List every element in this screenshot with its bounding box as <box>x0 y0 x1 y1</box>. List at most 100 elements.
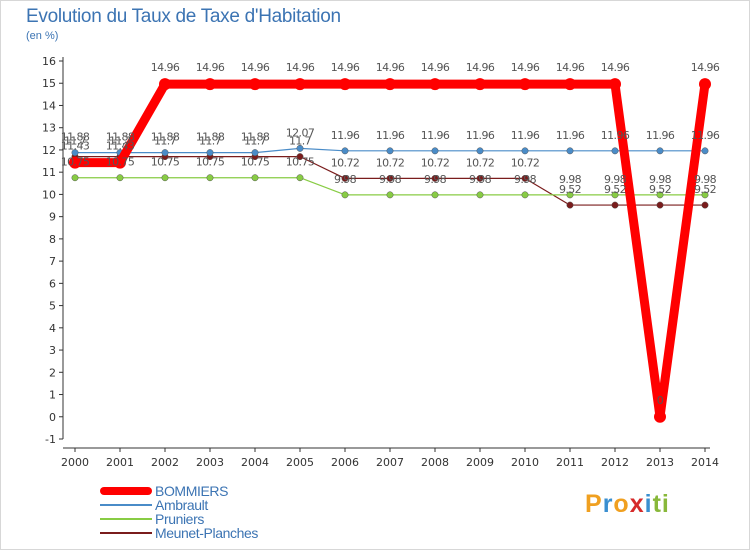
data-point-pruniers <box>296 174 304 182</box>
data-label-ambrault: 11.88 <box>151 131 180 144</box>
data-label-pruniers: 10.75 <box>106 156 135 169</box>
data-label-pruniers: 9.98 <box>694 173 717 186</box>
data-label-pruniers: 9.98 <box>514 173 537 186</box>
data-point-pruniers <box>521 191 529 199</box>
data-label-pruniers: 9.98 <box>649 173 672 186</box>
data-point-bommiers <box>429 78 441 91</box>
data-point-ambrault <box>386 147 394 155</box>
data-point-meunet-planches <box>341 174 349 182</box>
data-point-ambrault <box>341 147 349 155</box>
x-tick-label: 2011 <box>556 456 584 469</box>
x-tick-label: 2004 <box>241 456 269 469</box>
data-point-bommiers <box>699 78 711 91</box>
data-label-meunet-planches: 9.52 <box>559 183 581 196</box>
logo-letter: t <box>652 490 662 518</box>
data-label-bommiers: 14.96 <box>376 61 405 74</box>
legend-swatch-bommiers <box>100 487 152 495</box>
data-point-bommiers <box>384 78 396 91</box>
data-label-meunet-planches: 11.7 <box>244 135 267 148</box>
data-label-pruniers: 9.98 <box>424 173 447 186</box>
data-point-bommiers <box>114 156 126 169</box>
data-point-pruniers <box>386 191 394 199</box>
y-tick-label: 12 <box>42 144 56 157</box>
y-tick-label: 0 <box>49 411 56 424</box>
data-point-meunet-planches <box>566 201 574 209</box>
data-point-ambrault <box>656 147 664 155</box>
data-label-ambrault: 11.88 <box>241 131 270 144</box>
proxiti-logo: Proxiti <box>585 490 670 519</box>
data-point-ambrault <box>251 149 259 157</box>
data-point-ambrault <box>431 147 439 155</box>
x-tick-label: 2007 <box>376 456 404 469</box>
data-label-pruniers: 10.75 <box>151 156 180 169</box>
data-label-bommiers: 14.96 <box>286 61 315 74</box>
data-point-bommiers <box>654 410 666 423</box>
data-point-ambrault <box>611 147 619 155</box>
data-label-meunet-planches: 11.7 <box>199 135 222 148</box>
y-tick-label: 4 <box>49 322 56 335</box>
legend-label-bommiers: BOMMIERS <box>155 483 229 499</box>
data-label-bommiers: 14.96 <box>511 61 540 74</box>
x-tick-label: 2005 <box>286 456 314 469</box>
logo-letter: i <box>661 490 670 518</box>
data-label-ambrault: 11.88 <box>106 131 135 144</box>
data-label-meunet-planches: 10.72 <box>331 156 360 169</box>
data-point-meunet-planches <box>611 201 619 209</box>
y-tick-label: 16 <box>42 55 56 68</box>
legend-item-ambrault: Ambrault <box>100 497 258 513</box>
data-label-ambrault: 11.96 <box>646 129 675 142</box>
data-label-ambrault: 11.96 <box>421 129 450 142</box>
data-point-ambrault <box>71 149 79 157</box>
y-tick-label: 3 <box>49 344 56 357</box>
data-label-ambrault: 12.07 <box>286 126 315 139</box>
data-label-pruniers: 10.75 <box>61 156 90 169</box>
data-point-pruniers <box>476 191 484 199</box>
x-tick-label: 2012 <box>601 456 629 469</box>
legend-label-ambrault: Ambrault <box>155 497 208 513</box>
data-point-bommiers <box>159 78 171 91</box>
y-tick-label: 9 <box>49 211 56 224</box>
data-point-meunet-planches <box>386 174 394 182</box>
data-point-ambrault <box>296 144 304 152</box>
y-tick-label: -1 <box>45 433 56 446</box>
data-point-meunet-planches <box>296 153 304 161</box>
data-point-bommiers <box>564 78 576 91</box>
legend-item-bommiers: BOMMIERS <box>100 483 258 499</box>
data-label-pruniers: 9.98 <box>379 173 402 186</box>
y-tick-label: 6 <box>49 277 56 290</box>
data-label-meunet-planches: 10.72 <box>421 156 450 169</box>
data-label-bommiers: 14.96 <box>601 61 630 74</box>
y-tick-label: 14 <box>42 99 56 112</box>
data-point-ambrault <box>476 147 484 155</box>
data-label-pruniers: 9.98 <box>604 173 627 186</box>
data-point-bommiers <box>474 78 486 91</box>
chart-subtitle: (en %) <box>26 30 59 42</box>
legend-swatch-ambrault <box>100 504 152 506</box>
data-point-pruniers <box>71 174 79 182</box>
logo-letter: x <box>629 490 645 518</box>
x-tick-label: 2013 <box>646 456 674 469</box>
legend-item-meunet-planches: Meunet-Planches <box>100 525 258 541</box>
data-label-pruniers: 9.98 <box>559 173 582 186</box>
data-point-bommiers <box>204 78 216 91</box>
x-tick-label: 2003 <box>196 456 224 469</box>
logo-letter: r <box>602 490 614 518</box>
data-label-bommiers: 14.96 <box>151 61 180 74</box>
data-point-meunet-planches <box>431 174 439 182</box>
data-label-bommiers: 14.96 <box>421 61 450 74</box>
data-label-bommiers: 11.43 <box>61 140 90 153</box>
data-point-ambrault <box>521 147 529 155</box>
data-label-meunet-planches: 10.72 <box>511 156 540 169</box>
data-label-bommiers: 14.96 <box>331 61 360 74</box>
data-point-pruniers <box>341 191 349 199</box>
y-tick-label: 2 <box>49 366 56 379</box>
x-tick-label: 2010 <box>511 456 539 469</box>
data-label-pruniers: 10.75 <box>286 156 315 169</box>
x-tick-label: 2000 <box>61 456 89 469</box>
data-point-bommiers <box>249 78 261 91</box>
data-point-pruniers <box>251 174 259 182</box>
data-point-bommiers <box>519 78 531 91</box>
data-point-ambrault <box>161 149 169 157</box>
data-label-bommiers: 14.96 <box>466 61 495 74</box>
